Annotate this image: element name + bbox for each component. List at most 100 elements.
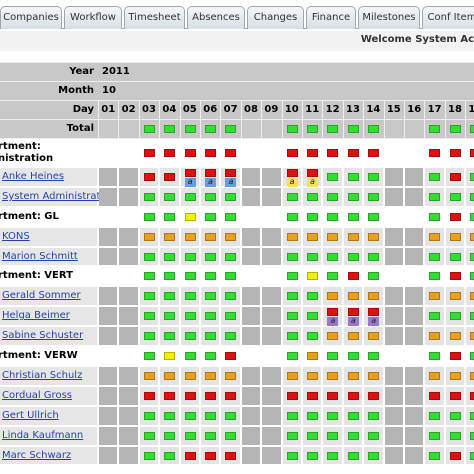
day-cell: [99, 287, 118, 306]
status-square: [347, 232, 359, 241]
status-square: [205, 391, 216, 400]
day-cell: [119, 247, 138, 266]
day-cell: [262, 187, 281, 206]
status-square: [429, 172, 441, 181]
day-label: 14: [366, 104, 381, 115]
day-cell: [262, 247, 281, 266]
status-square: [470, 312, 474, 321]
department-name: rtment: VERW: [0, 350, 78, 362]
person-name[interactable]: Linda Kaufmann: [2, 429, 84, 441]
status-square: [225, 332, 237, 341]
status-square: [143, 332, 155, 341]
person-name[interactable]: Marion Schmitt: [2, 250, 78, 262]
person-name[interactable]: Helga Beimer: [2, 310, 70, 322]
person-name[interactable]: KONS: [2, 230, 30, 242]
person-name[interactable]: Sabine Schuster: [2, 330, 84, 342]
day-cell: [241, 247, 261, 266]
label-cell: [0, 227, 97, 246]
status-square: [205, 212, 216, 221]
tab[interactable]: Milestones: [358, 6, 420, 29]
tab[interactable]: Workflow: [64, 6, 122, 29]
status-square: [429, 212, 441, 221]
person-name[interactable]: Christian Schulz: [2, 369, 83, 381]
status-square: [286, 312, 298, 321]
status-square: [184, 371, 196, 380]
status-square: [307, 292, 318, 301]
header-rule: [0, 81, 474, 82]
label-cell: [0, 187, 97, 206]
day-cell: [99, 168, 118, 186]
day-label: 16: [407, 104, 422, 115]
status-square: [143, 451, 155, 460]
tab[interactable]: Timesheet: [124, 6, 185, 29]
person-name[interactable]: Gert Ullrich: [2, 409, 59, 421]
status-square: [143, 232, 155, 241]
column-rule: [281, 100, 283, 138]
day-cell: [241, 327, 261, 346]
status-square: [307, 451, 318, 460]
status-square: [164, 451, 176, 460]
status-square: [184, 332, 196, 341]
day-label: 07: [223, 104, 238, 115]
status-square: [225, 411, 237, 420]
header-value: 2011: [102, 66, 130, 77]
person-name[interactable]: Gerald Sommer: [2, 290, 81, 302]
status-square: [205, 431, 216, 440]
department-name: rtment: GL: [0, 210, 59, 222]
status-square: [225, 124, 237, 133]
day-label: 15: [386, 104, 401, 115]
status-square: [205, 192, 216, 201]
day-cell: [119, 227, 138, 246]
status-square: [184, 124, 196, 133]
day-label: 17: [427, 104, 442, 115]
status-square: [205, 168, 216, 177]
status-square: [347, 172, 359, 181]
tab[interactable]: Conf Item: [422, 6, 474, 29]
person-name[interactable]: Marc Schwarz: [2, 449, 72, 461]
status-square: [307, 212, 318, 221]
day-cell: [466, 386, 474, 405]
status-square: [307, 252, 318, 261]
status-badge: a: [307, 177, 318, 187]
day-cell: [241, 446, 261, 465]
column-rule: [179, 100, 181, 138]
status-square: [347, 124, 359, 133]
day-label: 11: [305, 104, 320, 115]
tab[interactable]: Absences: [187, 6, 245, 29]
label-cell: [0, 406, 97, 425]
status-square: [368, 232, 380, 241]
status-square: [347, 272, 359, 281]
day-cell: [405, 227, 424, 246]
header-rule: [0, 119, 474, 120]
status-square: [368, 308, 380, 317]
status-square: [307, 148, 318, 157]
day-cell: [262, 307, 281, 326]
tab[interactable]: Changes: [247, 6, 304, 29]
day-cell: [466, 168, 474, 186]
tab[interactable]: Finance: [306, 6, 356, 29]
status-square: [164, 371, 176, 380]
status-square: [470, 252, 474, 261]
day-cell: [241, 367, 261, 385]
day-cell: [384, 168, 403, 186]
status-square: [347, 371, 359, 380]
person-name[interactable]: Cordual Gross: [2, 389, 72, 401]
status-square: [449, 411, 461, 420]
status-square: [327, 451, 339, 460]
status-square: [184, 148, 196, 157]
day-cell: [466, 287, 474, 306]
status-square: [347, 308, 359, 317]
status-square: [449, 212, 461, 221]
status-square: [327, 272, 339, 281]
person-name[interactable]: Anke Heines: [2, 170, 65, 182]
status-square: [286, 371, 298, 380]
column-rule: [383, 100, 385, 138]
status-square: [327, 232, 339, 241]
person-name[interactable]: System Administrator: [2, 190, 100, 202]
status-square: [470, 172, 474, 181]
day-label: 19: [468, 104, 474, 115]
tab[interactable]: Companies: [0, 6, 62, 29]
day-label: 08: [244, 104, 258, 115]
status-square: [449, 391, 461, 400]
status-square: [327, 292, 339, 301]
